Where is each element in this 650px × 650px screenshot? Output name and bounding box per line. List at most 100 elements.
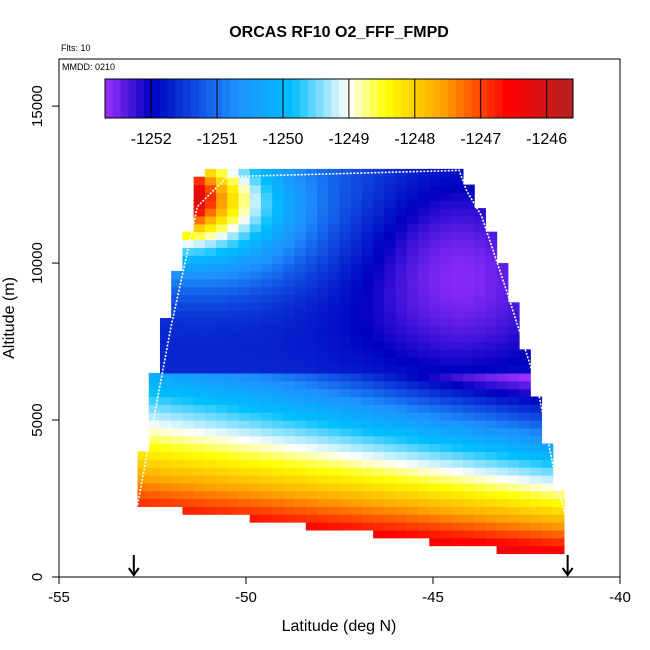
field-cell	[283, 263, 296, 272]
field-cell	[193, 325, 206, 335]
field-cell	[350, 302, 363, 311]
field-cell	[361, 451, 374, 460]
field-cell	[171, 310, 184, 319]
field-cell	[272, 443, 284, 453]
field-cell	[496, 490, 509, 500]
field-cell	[328, 506, 341, 515]
colorbar-swatch	[393, 79, 402, 118]
field-cell	[339, 223, 352, 233]
field-cell	[350, 184, 363, 194]
field-cell	[216, 388, 228, 398]
field-cell	[361, 412, 374, 421]
field-cell	[272, 231, 284, 241]
field-cell	[171, 333, 184, 343]
field-cell	[171, 357, 184, 366]
field-cell	[350, 451, 363, 460]
field-cell	[361, 443, 374, 453]
field-cell	[496, 263, 509, 272]
field-cell	[238, 168, 251, 178]
field-cell	[238, 294, 251, 303]
field-cell	[373, 286, 385, 296]
field-cell	[395, 396, 408, 405]
field-cell	[148, 451, 161, 460]
colorbar-swatch	[292, 79, 301, 118]
field-cell	[496, 522, 509, 531]
field-cell	[485, 365, 498, 374]
field-cell	[519, 529, 531, 539]
field-cell	[496, 318, 509, 327]
field-cell	[474, 208, 486, 217]
field-cell	[204, 208, 217, 217]
field-cell	[216, 443, 228, 453]
field-cell	[294, 184, 307, 194]
field-cell	[496, 396, 509, 405]
field-cell	[171, 349, 184, 358]
field-cell	[216, 318, 228, 327]
field-cell	[227, 333, 240, 343]
field-cell	[462, 514, 475, 523]
field-cell	[361, 514, 374, 523]
field-cell	[249, 286, 262, 296]
field-cell	[485, 270, 498, 280]
field-cell	[440, 451, 453, 460]
field-cell	[137, 451, 150, 460]
field-cell	[384, 427, 397, 437]
field-cell	[328, 278, 341, 288]
field-cell	[474, 215, 486, 225]
field-cell	[283, 435, 296, 445]
field-cell	[305, 333, 318, 343]
field-cell	[440, 365, 453, 374]
field-cell	[159, 459, 172, 468]
field-cell	[418, 474, 430, 484]
field-cell	[440, 412, 453, 421]
colorbar-swatch	[144, 79, 153, 118]
field-cell	[216, 427, 228, 437]
field-cell	[406, 514, 419, 523]
field-cell	[283, 443, 296, 453]
field-cell	[496, 325, 509, 335]
field-cell	[305, 506, 318, 515]
field-cell	[249, 200, 262, 209]
field-cell	[373, 474, 385, 484]
field-cell	[339, 192, 352, 201]
field-cell	[373, 365, 385, 374]
field-cell	[418, 325, 430, 335]
arrow-marker	[561, 555, 574, 577]
field-cell	[283, 490, 296, 500]
field-cell	[182, 310, 195, 319]
field-cell	[182, 451, 195, 460]
field-cell	[418, 239, 430, 248]
field-cell	[418, 310, 430, 319]
field-cell	[238, 286, 251, 296]
field-cell	[216, 404, 228, 413]
field-cell	[328, 310, 341, 319]
field-cell	[429, 325, 442, 335]
field-cell	[283, 396, 296, 405]
field-cell	[519, 388, 531, 398]
field-cell	[305, 482, 318, 492]
field-cell	[283, 498, 296, 507]
field-cell	[485, 443, 498, 453]
field-cell	[317, 341, 329, 350]
field-cell	[216, 372, 228, 382]
field-cell	[350, 506, 363, 515]
field-cell	[440, 443, 453, 453]
field-cell	[317, 435, 329, 445]
field-cell	[238, 404, 251, 413]
field-cell	[159, 482, 172, 492]
field-cell	[395, 208, 408, 217]
field-cell	[451, 372, 464, 382]
field-cell	[519, 474, 531, 484]
field-cell	[193, 231, 206, 241]
field-cell	[227, 318, 240, 327]
field-cell	[474, 522, 486, 531]
field-cell	[249, 443, 262, 453]
field-cell	[384, 247, 397, 256]
field-cell	[373, 231, 385, 241]
field-cell	[328, 215, 341, 225]
field-cell	[496, 380, 509, 390]
field-cell	[485, 427, 498, 437]
field-cell	[429, 270, 442, 280]
colorbar-swatch	[385, 79, 395, 118]
field-cell	[384, 263, 397, 272]
